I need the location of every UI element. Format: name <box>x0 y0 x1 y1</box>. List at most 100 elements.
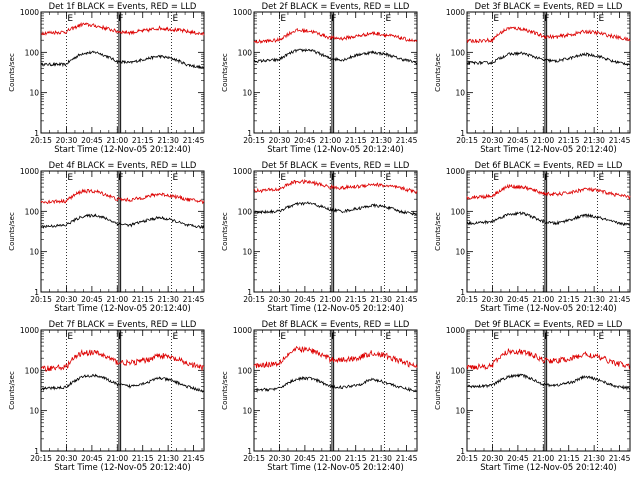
y-axis-label: Counts/sec <box>8 53 16 92</box>
y-tick-label: 100 <box>25 48 40 57</box>
x-tick-label: 21:30 <box>370 136 392 145</box>
x-axis-label: Start Time (12-Nov-05 20:12:40) <box>480 462 617 472</box>
y-tick-label: 1000 <box>446 167 465 176</box>
x-tick-label: 20:30 <box>482 454 504 463</box>
x-tick-label: 20:15 <box>456 454 478 463</box>
panel-det-9: Det 9f BLACK = Events, RED = LLD 1 10 100 10… <box>434 319 631 472</box>
x-tick-label: 20:45 <box>294 136 316 145</box>
x-axis-label: Start Time (12-Nov-05 20:12:40) <box>480 144 617 154</box>
panel-det-2: Det 2f BLACK = Events, RED = LLD 1 10 100 10… <box>221 1 418 154</box>
x-tick-label: 21:45 <box>396 295 418 304</box>
series-events-line <box>253 201 418 216</box>
series-events-line <box>466 211 631 227</box>
x-tick-label: 20:45 <box>507 454 529 463</box>
x-tick-label: 21:00 <box>319 454 341 463</box>
plot-frame <box>466 170 631 293</box>
y-tick-label: 100 <box>451 48 466 57</box>
event-marker-label: E <box>280 332 286 342</box>
x-tick-label: 20:45 <box>81 136 103 145</box>
event-marker-label: E <box>172 14 178 24</box>
event-marker-label: E <box>385 332 391 342</box>
x-tick-label: 20:45 <box>294 295 316 304</box>
event-marker-label: E <box>172 332 178 342</box>
series-events-line <box>40 373 205 393</box>
series-events-line <box>40 213 205 230</box>
x-tick-label: 21:00 <box>532 295 554 304</box>
y-tick-label: 1 <box>247 129 252 138</box>
x-tick-label: 21:15 <box>132 295 154 304</box>
x-tick-label: 20:30 <box>482 136 504 145</box>
series-lld-line <box>253 178 418 194</box>
y-tick-label: 100 <box>238 366 253 375</box>
series-events-line <box>253 48 418 65</box>
x-axis-label: Start Time (12-Nov-05 20:12:40) <box>54 144 191 154</box>
plot-frame <box>40 170 205 293</box>
x-tick-label: 21:30 <box>583 295 605 304</box>
panel-title: Det 3f BLACK = Events, RED = LLD <box>475 1 623 11</box>
x-tick-label: 21:45 <box>396 136 418 145</box>
x-tick-label: 21:00 <box>319 295 341 304</box>
series-events-line <box>40 50 205 70</box>
event-marker-label: E <box>598 173 604 183</box>
x-tick-label: 20:15 <box>30 136 52 145</box>
series-events-line <box>466 51 631 67</box>
series-lld-line <box>253 27 418 45</box>
plot-frame <box>253 170 418 293</box>
y-tick-label: 10 <box>455 89 465 98</box>
y-tick-label: 10 <box>242 407 252 416</box>
x-tick-label: 21:00 <box>532 454 554 463</box>
x-tick-label: 21:00 <box>106 295 128 304</box>
y-tick-label: 1 <box>247 447 252 456</box>
x-tick-label: 21:00 <box>319 136 341 145</box>
y-axis-label: Counts/sec <box>434 53 442 92</box>
y-tick-label: 100 <box>238 207 253 216</box>
event-marker-label: E <box>280 173 286 183</box>
y-axis-label: Counts/sec <box>8 371 16 410</box>
y-tick-label: 1 <box>247 288 252 297</box>
event-marker-label: E <box>172 173 178 183</box>
panel-title: Det 5f BLACK = Events, RED = LLD <box>262 160 410 170</box>
series-events-line <box>253 375 418 393</box>
y-tick-label: 10 <box>29 248 39 257</box>
x-axis-label: Start Time (12-Nov-05 20:12:40) <box>54 462 191 472</box>
x-tick-label: 21:30 <box>157 136 179 145</box>
x-tick-label: 21:30 <box>583 454 605 463</box>
y-tick-label: 1 <box>460 288 465 297</box>
y-tick-label: 10 <box>242 89 252 98</box>
x-tick-label: 21:45 <box>396 454 418 463</box>
x-tick-label: 20:30 <box>56 295 78 304</box>
plot-frame <box>253 11 418 134</box>
x-tick-label: 20:45 <box>81 454 103 463</box>
panel-title: Det 9f BLACK = Events, RED = LLD <box>475 319 623 329</box>
panel-title: Det 4f BLACK = Events, RED = LLD <box>49 160 197 170</box>
series-lld-line <box>40 188 205 205</box>
x-tick-label: 20:15 <box>456 136 478 145</box>
panel-title: Det 2f BLACK = Events, RED = LLD <box>262 1 410 11</box>
x-tick-label: 21:15 <box>558 454 580 463</box>
y-tick-label: 1000 <box>233 167 252 176</box>
x-tick-label: 21:45 <box>609 136 631 145</box>
series-lld-line <box>40 348 205 372</box>
panel-title: Det 1f BLACK = Events, RED = LLD <box>49 1 197 11</box>
event-marker-label: E <box>280 14 286 24</box>
y-tick-label: 10 <box>242 248 252 257</box>
x-tick-label: 21:45 <box>183 295 205 304</box>
plot-frame <box>466 11 631 134</box>
x-tick-label: 20:30 <box>269 454 291 463</box>
x-tick-label: 20:15 <box>30 454 52 463</box>
x-tick-label: 20:45 <box>507 136 529 145</box>
x-tick-label: 20:45 <box>81 295 103 304</box>
x-tick-label: 20:30 <box>56 454 78 463</box>
x-tick-label: 20:30 <box>269 136 291 145</box>
panel-det-5: Det 5f BLACK = Events, RED = LLD 1 10 100 10… <box>221 160 418 313</box>
x-tick-label: 21:45 <box>183 454 205 463</box>
y-axis-label: Counts/sec <box>434 371 442 410</box>
x-tick-label: 21:00 <box>106 454 128 463</box>
y-tick-label: 10 <box>29 407 39 416</box>
y-tick-label: 100 <box>451 207 466 216</box>
y-tick-label: 100 <box>25 207 40 216</box>
y-tick-label: 1 <box>460 129 465 138</box>
panel-title: Det 8f BLACK = Events, RED = LLD <box>262 319 410 329</box>
x-tick-label: 21:15 <box>345 454 367 463</box>
y-tick-label: 100 <box>238 48 253 57</box>
